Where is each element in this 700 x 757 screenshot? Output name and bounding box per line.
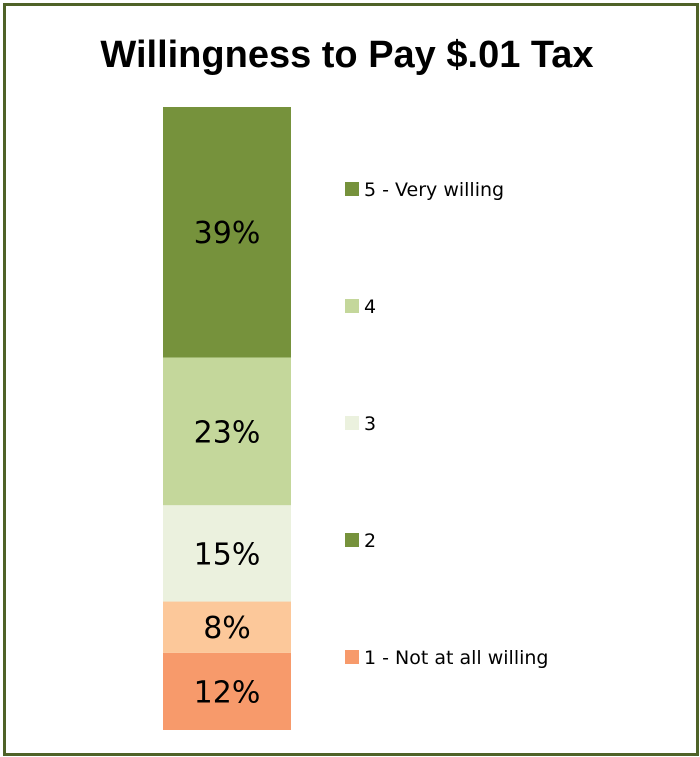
bar-segment-5 bbox=[163, 107, 291, 358]
bar-segment-4 bbox=[163, 357, 291, 506]
legend-swatch-1 bbox=[345, 182, 359, 196]
legend-label-3: 3 bbox=[364, 413, 376, 435]
data-label-5: 39% bbox=[194, 216, 261, 251]
legend-swatch-2 bbox=[345, 299, 359, 313]
bar-segment-1 bbox=[163, 652, 291, 730]
legend-label-1: 5 - Very willing bbox=[364, 179, 504, 201]
legend-swatch-3 bbox=[345, 416, 359, 430]
data-label-4: 23% bbox=[194, 415, 261, 450]
data-label-1: 12% bbox=[194, 675, 261, 710]
chart-title: Willingness to Pay $.01 Tax bbox=[100, 34, 594, 76]
legend-label-2: 4 bbox=[364, 296, 376, 318]
legend-label-5: 1 - Not at all willing bbox=[364, 647, 548, 669]
bar-segment-2 bbox=[163, 601, 291, 653]
legend-label-4: 2 bbox=[364, 530, 376, 552]
data-label-2: 8% bbox=[203, 611, 251, 646]
chart-frame bbox=[3, 3, 699, 756]
data-label-3: 15% bbox=[194, 537, 261, 572]
legend-swatch-5 bbox=[345, 650, 359, 664]
legend-swatch-4 bbox=[345, 533, 359, 547]
bar-segment-3 bbox=[163, 505, 291, 602]
